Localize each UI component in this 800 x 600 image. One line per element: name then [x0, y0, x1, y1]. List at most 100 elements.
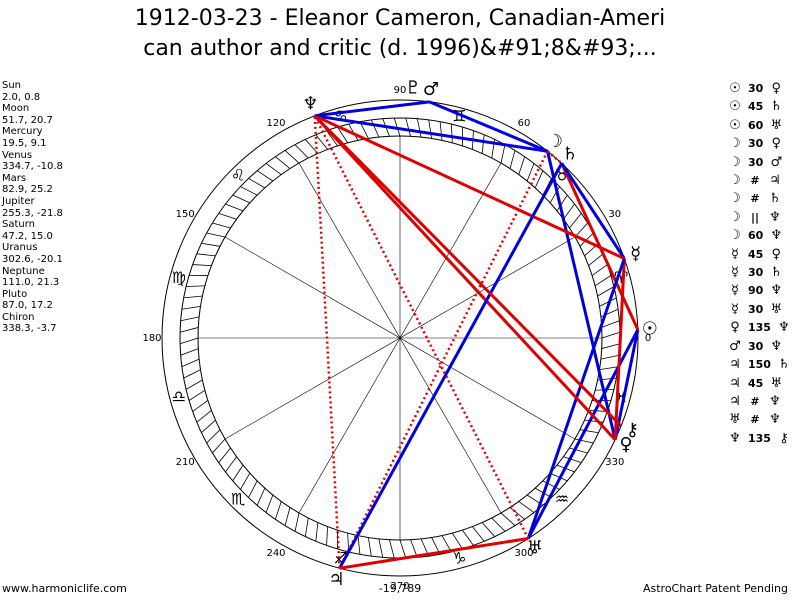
- degree-label: 120: [266, 118, 285, 129]
- aspect-row: ☿ 30 ♄: [728, 264, 791, 282]
- ring-tick: [500, 512, 516, 526]
- planet-position: 82.9, 25.2: [2, 184, 53, 196]
- sign-glyph: ♑: [452, 549, 466, 568]
- aspect-planet: ♂: [770, 154, 783, 170]
- ring-tick: [359, 121, 369, 139]
- degree-label: 180: [142, 333, 161, 344]
- planet-name: Jupiter: [2, 195, 35, 207]
- ring-tick: [188, 389, 206, 401]
- ring-tick: [180, 348, 199, 356]
- planet-position: 111.0, 21.3: [2, 277, 60, 289]
- aspect-planet: ♂: [729, 338, 741, 354]
- ring-tick: [481, 522, 496, 537]
- aspect-planet: ♆: [770, 338, 783, 354]
- planet-glyph: ☿: [630, 244, 641, 265]
- ring-tick: [218, 213, 237, 220]
- ring-tick: [179, 327, 199, 333]
- planet-name: Venus: [2, 149, 33, 161]
- ring-tick: [441, 535, 452, 553]
- aspect-planet: ☿: [731, 265, 739, 281]
- ring-tick: [284, 150, 300, 164]
- sign-glyph: ♐: [334, 549, 348, 568]
- aspect-row: ☿ 90 ♆: [728, 282, 791, 300]
- aspect-planet: ♄: [778, 357, 790, 373]
- ring-tick: [240, 472, 251, 490]
- ring-tick: [192, 264, 212, 267]
- planet-glyph: ♆: [302, 94, 318, 115]
- ring-tick: [315, 522, 319, 542]
- degree-label: 60: [518, 118, 531, 129]
- planet-name: Chiron: [2, 311, 35, 323]
- aspect-line: [313, 115, 341, 569]
- ring-tick: [212, 438, 226, 454]
- ring-tick: [201, 242, 221, 247]
- ring-tick: [183, 369, 201, 379]
- ring-tick: [240, 186, 258, 196]
- planet-position: 19.5, 9.1: [2, 137, 47, 149]
- aspect-planet: ♆: [769, 393, 781, 409]
- ring-tick: [472, 526, 485, 542]
- footer-note: AstroChart Patent Pending: [642, 582, 788, 595]
- ring-tick: [597, 286, 615, 297]
- aspect-type: 30: [748, 137, 764, 151]
- aspect-type: 30: [748, 339, 764, 353]
- aspect-line: [546, 150, 563, 165]
- aspect-line: [313, 114, 617, 441]
- ring-tick: [450, 124, 453, 143]
- aspect-planet: ♆: [769, 209, 781, 225]
- aspect-row: ☽ # ♃: [728, 172, 791, 190]
- aspect-type: 60: [748, 229, 764, 243]
- ring-tick: [368, 537, 372, 557]
- aspect-type: 30: [748, 302, 764, 316]
- aspect-type: 45: [748, 247, 764, 261]
- ring-tick: [357, 535, 361, 555]
- aspect-row: ♃ 45 ♅: [728, 375, 791, 393]
- ring-tick: [284, 507, 291, 526]
- aspect-row: ☉ 45 ♄: [728, 98, 791, 116]
- degree-label: 150: [176, 209, 195, 220]
- footer-site: www.harmoniclife.com: [2, 582, 127, 595]
- ring-tick: [451, 532, 463, 550]
- planet-glyph: ♂: [423, 79, 439, 100]
- degree-label: 90: [394, 85, 407, 96]
- ring-tick: [588, 253, 604, 266]
- degree-label: 240: [266, 548, 285, 559]
- ring-tick: [526, 163, 535, 182]
- aspect-type: 135: [748, 431, 771, 445]
- planet-name: Uranus: [2, 242, 38, 254]
- aspect-type: 45: [748, 100, 764, 114]
- aspect-type: #: [750, 394, 760, 408]
- aspect-planet: ♃: [729, 357, 741, 373]
- ring-tick: [181, 358, 200, 368]
- aspect-planet: ☽: [729, 173, 741, 189]
- planet-name: Moon: [2, 103, 30, 115]
- ring-tick: [591, 264, 608, 276]
- planet-name: Saturn: [2, 219, 36, 231]
- aspect-line: [338, 162, 564, 569]
- ring-tick: [569, 213, 582, 229]
- ring-tick: [599, 366, 619, 370]
- ring-tick: [192, 400, 209, 412]
- sign-glyph: ♌: [231, 166, 245, 185]
- aspect-row: ♀ 135 ♆: [728, 319, 791, 337]
- aspect-row: ♃ 150 ♄: [728, 356, 791, 374]
- aspect-row: ♆ 135 ⚷: [728, 430, 791, 448]
- ring-tick: [574, 438, 594, 444]
- ring-tick: [588, 409, 608, 412]
- ring-tick: [186, 285, 205, 288]
- ring-tick: [265, 163, 282, 175]
- ring-tick: [416, 118, 422, 138]
- aspect-line: [560, 162, 626, 260]
- ring-tick: [410, 539, 418, 558]
- aspect-type: 30: [748, 266, 764, 280]
- planet-glyph: ☽: [547, 131, 563, 152]
- ring-tick: [601, 343, 621, 349]
- ring-tick: [225, 456, 237, 473]
- aspect-line: [313, 114, 623, 428]
- aspect-type: 90: [748, 284, 764, 298]
- degree-label: 270: [390, 581, 409, 592]
- aspect-type: ||: [750, 210, 760, 224]
- ring-tick: [337, 126, 349, 144]
- aspect-planet: ☉: [729, 81, 741, 96]
- aspect-planet: ☽: [729, 136, 741, 152]
